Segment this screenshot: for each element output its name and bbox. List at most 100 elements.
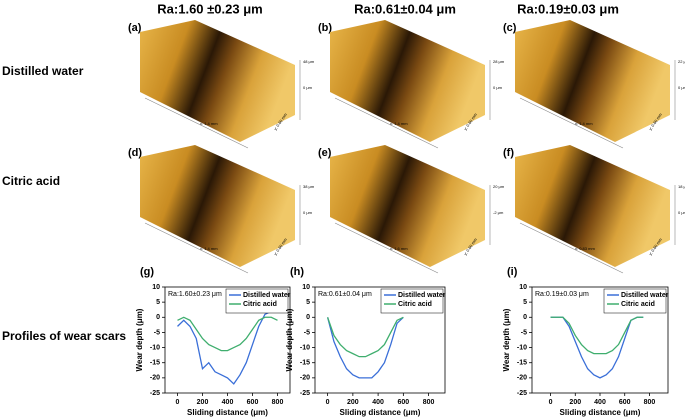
x-axis-title: Sliding distance (μm) [340, 408, 421, 417]
x-tick-label: 200 [347, 399, 359, 406]
x-axis-label: x: 1.4 mm [200, 246, 218, 251]
surface-image [515, 145, 670, 267]
z-label: 0 μm [678, 210, 685, 215]
x-tick-label: 400 [594, 399, 606, 406]
x-axis-label: x: 1.4 mm [575, 121, 593, 126]
annotation: Ra:0.61±0.04 μm [318, 291, 372, 298]
y-tick-label: 5 [523, 299, 527, 306]
legend-box [225, 288, 289, 314]
y-tick-label: -25 [150, 390, 160, 397]
z-label: 18 μm [678, 184, 685, 189]
x-tick-label: 800 [644, 399, 656, 406]
y-tick-label: 0 [156, 314, 160, 321]
y-tick-label: -15 [517, 360, 527, 367]
y-tick-label: -15 [150, 360, 160, 367]
panel-label: (h) [290, 266, 304, 278]
y-axis-title: Wear depth (μm) [502, 308, 511, 371]
y-tick-label: 5 [306, 299, 310, 306]
axis-line [519, 222, 624, 274]
x-tick-label: 0 [549, 399, 553, 406]
x-axis-label: x: 0.83 mm [575, 246, 595, 251]
panel-label: (c) [503, 22, 517, 34]
x-tick-label: 400 [222, 399, 234, 406]
y-axis-title: Wear depth (μm) [135, 308, 144, 371]
x-tick-label: 0 [326, 399, 330, 406]
axis-line [334, 222, 439, 274]
y-tick-label: 0 [306, 314, 310, 321]
axis-line [144, 97, 249, 149]
panel-label: (a) [128, 22, 142, 34]
panel-label: (b) [318, 22, 332, 34]
x-axis-title: Sliding distance (μm) [187, 408, 268, 417]
legend-box [380, 288, 444, 314]
x-tick-label: 200 [569, 399, 581, 406]
surface-image [330, 20, 485, 142]
data-line [177, 310, 278, 385]
row-label: Profiles of wear scars [2, 329, 126, 343]
legend-label: Distilled water [243, 292, 291, 299]
z-label: 48 μm [303, 59, 315, 64]
x-tick-label: 600 [619, 399, 631, 406]
annotation: Ra:1.60±0.23 μm [168, 291, 222, 298]
x-tick-label: 600 [247, 399, 259, 406]
z-label: 28 μm [493, 59, 505, 64]
legend-label: Distilled water [398, 292, 446, 299]
y-tick-label: -20 [150, 375, 160, 382]
plot-frame [314, 286, 446, 394]
y-tick-label: -25 [300, 390, 310, 397]
x-tick-label: 200 [197, 399, 209, 406]
z-label: 0 μm [493, 85, 503, 90]
data-line [177, 316, 278, 352]
data-line [326, 316, 404, 379]
panel-label: (g) [140, 266, 154, 278]
surface-image [515, 20, 670, 142]
surface-image [140, 145, 295, 267]
data-line [327, 316, 404, 358]
row-label: Distilled water [2, 64, 84, 78]
surface-image [140, 20, 295, 142]
x-tick-label: 800 [272, 399, 284, 406]
row-label: Citric acid [2, 174, 60, 188]
y-tick-label: 5 [156, 299, 160, 306]
legend-label: Distilled water [621, 292, 669, 299]
legend-label: Citric acid [398, 301, 432, 308]
y-tick-label: -10 [150, 344, 160, 351]
y-tick-label: 10 [302, 284, 310, 291]
y-tick-label: -5 [521, 329, 527, 336]
column-title: Ra:0.61±0.04 μm [354, 1, 456, 16]
x-tick-label: 0 [176, 399, 180, 406]
axis-line [519, 97, 624, 149]
y-tick-label: -5 [154, 329, 160, 336]
legend-label: Citric acid [243, 301, 277, 308]
z-label: 0 μm [303, 85, 313, 90]
y-tick-label: 10 [519, 284, 527, 291]
y-tick-label: -25 [517, 390, 527, 397]
x-axis-label: x: 1.6 mm [390, 246, 408, 251]
z-label: -2 μm [493, 210, 504, 215]
panel-label: (f) [503, 147, 514, 159]
panel-label: (d) [128, 147, 142, 159]
column-title: Ra:0.19±0.03 μm [517, 1, 619, 16]
legend-label: Citric acid [621, 301, 655, 308]
panel-label: (e) [318, 147, 332, 159]
panel-label: (i) [507, 266, 518, 278]
data-line [550, 316, 644, 379]
axis-line [334, 97, 439, 149]
x-axis-label: x: 1.4 mm [200, 121, 218, 126]
z-label: 0 μm [678, 85, 685, 90]
surface-image [330, 145, 485, 267]
axis-line [144, 222, 249, 274]
z-label: 0 μm [303, 210, 313, 215]
z-label: 38 μm [303, 184, 315, 189]
y-tick-label: -20 [300, 375, 310, 382]
x-tick-label: 600 [398, 399, 410, 406]
y-tick-label: 10 [152, 284, 160, 291]
x-tick-label: 800 [423, 399, 435, 406]
x-axis-label: x: 1.4 mm [390, 121, 408, 126]
z-label: 22 μm [678, 59, 685, 64]
y-axis-title: Wear depth (μm) [285, 308, 294, 371]
annotation: Ra:0.19±0.03 μm [535, 291, 589, 298]
y-tick-label: -10 [517, 344, 527, 351]
y-tick-label: -5 [304, 329, 310, 336]
